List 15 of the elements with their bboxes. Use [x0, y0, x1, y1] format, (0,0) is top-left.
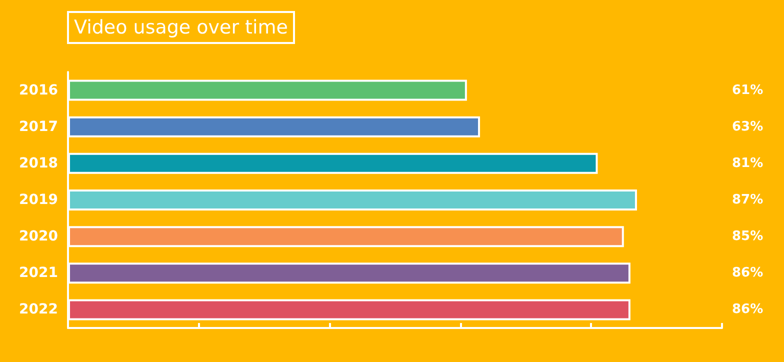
y-tick-label: 2017 [19, 118, 58, 135]
y-tick-label: 2019 [19, 192, 58, 208]
data-label: 63% [732, 119, 764, 134]
y-tick-label: 2016 [19, 82, 58, 98]
y-tick-label: 2021 [19, 265, 58, 282]
data-label: 86% [732, 302, 764, 318]
data-label: 85% [732, 229, 764, 244]
data-label: 61% [732, 82, 764, 98]
y-tick-label: 2022 [19, 302, 58, 318]
y-tick-label: 2020 [19, 228, 58, 245]
data-label: 87% [732, 192, 764, 208]
data-label: 86% [732, 266, 764, 281]
y-tick-label: 2018 [19, 155, 58, 172]
data-label: 81% [732, 156, 764, 171]
chart-title: Video usage over time [74, 16, 288, 38]
